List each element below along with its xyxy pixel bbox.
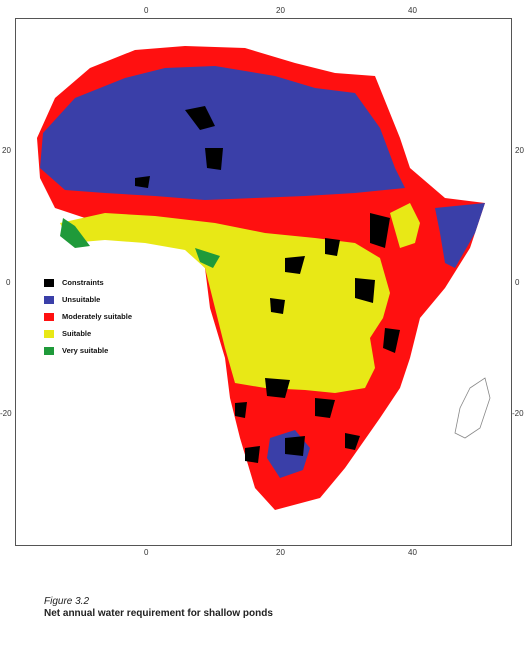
- legend-item-constraints: Constraints: [44, 274, 132, 291]
- legend-swatch: [44, 278, 54, 287]
- legend-item-suitable: Suitable: [44, 325, 132, 342]
- legend-swatch: [44, 295, 54, 304]
- tick-left-0: 0: [6, 278, 11, 287]
- tick-left-neg20: -20: [0, 409, 12, 418]
- tick-bottom-40: 40: [408, 548, 417, 557]
- tick-top-0: 0: [144, 6, 149, 15]
- legend-item-unsuitable: Unsuitable: [44, 291, 132, 308]
- figure-title: Net annual water requirement for shallow…: [44, 608, 273, 619]
- tick-right-0: 0: [515, 278, 520, 287]
- legend-label: Very suitable: [62, 346, 109, 355]
- legend-swatch: [44, 312, 54, 321]
- legend-swatch: [44, 346, 54, 355]
- tick-right-20: 20: [515, 146, 524, 155]
- legend-label: Constraints: [62, 278, 104, 287]
- legend-label: Unsuitable: [62, 295, 101, 304]
- legend-item-moderately-suitable: Moderately suitable: [44, 308, 132, 325]
- tick-bottom-0: 0: [144, 548, 149, 557]
- legend-label: Suitable: [62, 329, 92, 338]
- tick-bottom-20: 20: [276, 548, 285, 557]
- tick-top-20: 20: [276, 6, 285, 15]
- africa-map: [37, 46, 491, 510]
- legend-swatch: [44, 329, 54, 338]
- region-unsuitable-north: [40, 66, 405, 200]
- tick-left-20: 20: [2, 146, 11, 155]
- tick-right-neg20: -20: [512, 409, 524, 418]
- region-suitable-east: [390, 203, 420, 248]
- region-suitable: [60, 213, 390, 393]
- legend-item-very-suitable: Very suitable: [44, 342, 132, 359]
- figure-caption: Figure 3.2 Net annual water requirement …: [44, 596, 273, 620]
- region-very-suitable: [60, 218, 90, 248]
- map-legend: Constraints Unsuitable Moderately suitab…: [44, 274, 132, 359]
- region-unsuitable-horn: [435, 203, 485, 268]
- madagascar-outline: [454, 377, 491, 439]
- constraints-patches: [135, 106, 400, 463]
- figure-number: Figure 3.2: [44, 596, 90, 607]
- tick-top-40: 40: [408, 6, 417, 15]
- region-very-suitable-2: [195, 248, 220, 268]
- legend-label: Moderately suitable: [62, 312, 133, 321]
